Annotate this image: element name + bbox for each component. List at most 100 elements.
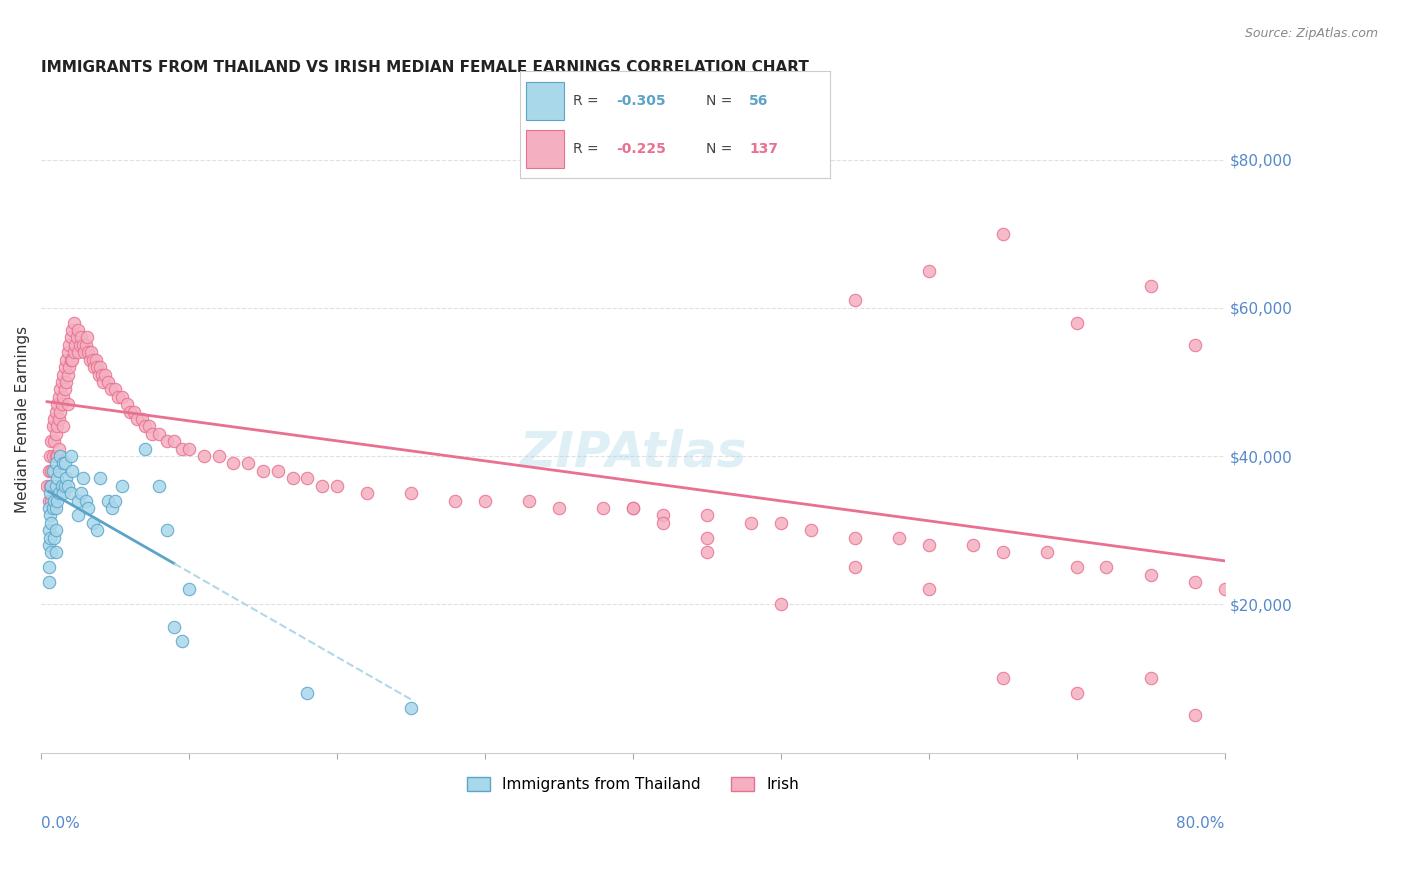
- Point: [252, 464, 274, 478]
- Point: [62, 316, 84, 330]
- Point: [89, 471, 111, 485]
- Point: [52, 486, 75, 500]
- Point: [84, 352, 107, 367]
- Point: [48, 390, 70, 404]
- Point: [90, 368, 112, 382]
- Point: [918, 538, 941, 552]
- Point: [1184, 708, 1206, 723]
- Point: [177, 442, 200, 456]
- Point: [56, 479, 79, 493]
- Point: [55, 375, 77, 389]
- Point: [696, 531, 718, 545]
- Point: [56, 368, 79, 382]
- Point: [60, 352, 83, 367]
- Point: [991, 545, 1014, 559]
- Bar: [526, 82, 564, 120]
- Point: [44, 412, 66, 426]
- Point: [80, 345, 103, 359]
- Point: [51, 375, 73, 389]
- Point: [104, 383, 127, 397]
- Point: [46, 449, 69, 463]
- Point: [621, 500, 644, 515]
- Point: [42, 479, 65, 493]
- Point: [548, 500, 571, 515]
- Point: [444, 493, 467, 508]
- Point: [1036, 545, 1059, 559]
- Point: [44, 531, 66, 545]
- Point: [72, 338, 94, 352]
- Point: [326, 479, 349, 493]
- Point: [889, 531, 911, 545]
- Point: [53, 360, 76, 375]
- Point: [118, 404, 141, 418]
- Point: [60, 323, 83, 337]
- Point: [1140, 567, 1163, 582]
- Point: [41, 493, 63, 508]
- Point: [70, 330, 93, 344]
- Point: [67, 323, 90, 337]
- Point: [63, 338, 86, 352]
- Point: [100, 383, 122, 397]
- Point: [77, 500, 100, 515]
- Point: [48, 412, 70, 426]
- Point: [177, 582, 200, 597]
- Point: [62, 345, 84, 359]
- Point: [163, 434, 186, 449]
- Point: [42, 464, 65, 478]
- Point: [651, 516, 673, 530]
- Text: Source: ZipAtlas.com: Source: ZipAtlas.com: [1244, 27, 1378, 40]
- Point: [38, 523, 60, 537]
- Point: [82, 352, 104, 367]
- Point: [60, 464, 83, 478]
- Point: [138, 419, 160, 434]
- Point: [399, 701, 422, 715]
- Point: [51, 479, 73, 493]
- Point: [97, 375, 120, 389]
- Point: [44, 434, 66, 449]
- Point: [1140, 278, 1163, 293]
- Point: [111, 479, 134, 493]
- Point: [1066, 560, 1088, 574]
- Point: [83, 360, 105, 375]
- Point: [45, 523, 67, 537]
- Legend: Immigrants from Thailand, Irish: Immigrants from Thailand, Irish: [461, 771, 806, 798]
- Point: [696, 508, 718, 523]
- Point: [55, 471, 77, 485]
- Point: [42, 500, 65, 515]
- Point: [799, 523, 821, 537]
- Point: [38, 464, 60, 478]
- Point: [399, 486, 422, 500]
- Point: [115, 397, 138, 411]
- Point: [48, 442, 70, 456]
- Point: [148, 426, 170, 441]
- Point: [49, 404, 72, 418]
- Point: [42, 449, 65, 463]
- Point: [56, 345, 79, 359]
- Point: [56, 397, 79, 411]
- Point: [72, 471, 94, 485]
- Point: [97, 493, 120, 508]
- Point: [1184, 338, 1206, 352]
- Point: [53, 457, 76, 471]
- Point: [222, 457, 245, 471]
- Point: [67, 508, 90, 523]
- Text: R =: R =: [572, 143, 603, 156]
- Point: [38, 538, 60, 552]
- Point: [46, 493, 69, 508]
- Point: [79, 352, 101, 367]
- Point: [1095, 560, 1118, 574]
- Point: [52, 419, 75, 434]
- Point: [89, 360, 111, 375]
- Point: [38, 500, 60, 515]
- Point: [53, 383, 76, 397]
- Point: [39, 531, 62, 545]
- Text: ZIPAtlas: ZIPAtlas: [519, 428, 747, 476]
- Point: [519, 493, 541, 508]
- Point: [45, 449, 67, 463]
- Point: [170, 442, 193, 456]
- Bar: [526, 130, 564, 168]
- Point: [44, 464, 66, 478]
- Point: [86, 360, 108, 375]
- Point: [51, 397, 73, 411]
- Point: [45, 457, 67, 471]
